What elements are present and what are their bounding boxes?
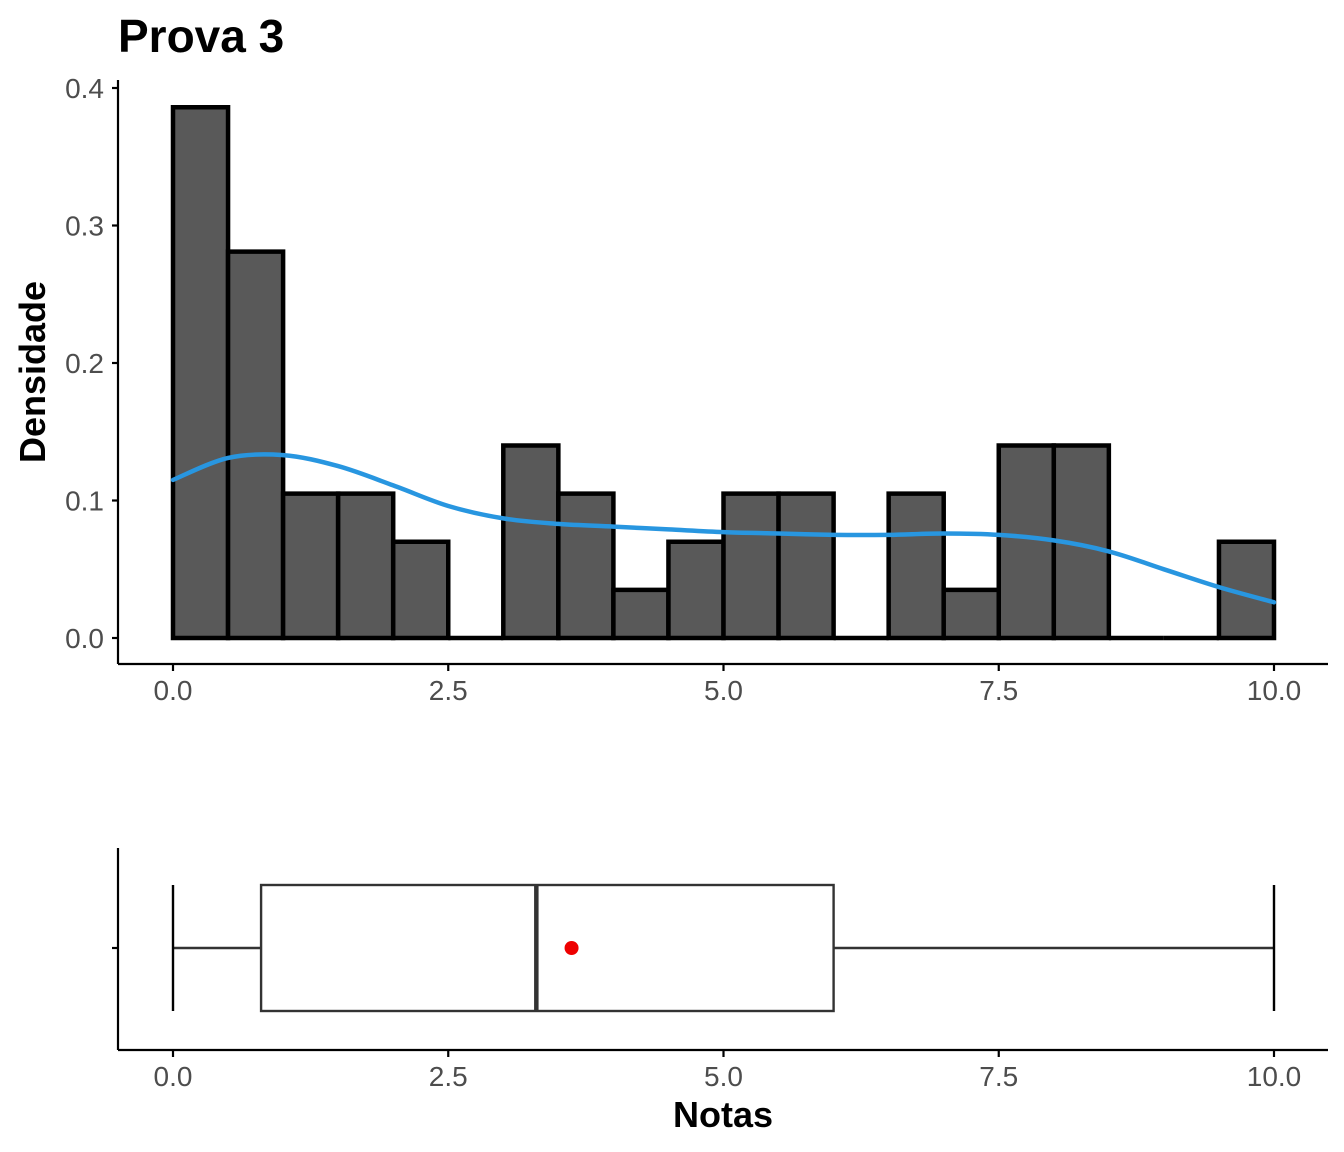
histogram-bar xyxy=(996,443,1057,641)
histogram-panel: 0.0 0.1 0.2 0.3 0.4 0.0 2.5 5.0 7.5 10.0 Densida… xyxy=(12,73,1328,706)
box-x-tick-label: 5.0 xyxy=(704,1061,743,1092)
hist-x-ticks: 0.0 2.5 5.0 7.5 10.0 xyxy=(154,664,1302,706)
density-curve xyxy=(170,452,1277,605)
box-x-tick-label: 10.0 xyxy=(1247,1061,1302,1092)
histogram-bar xyxy=(721,491,781,641)
x-axis-title: Notas xyxy=(673,1094,773,1135)
y-axis-title: Densidade xyxy=(12,281,53,463)
mean-point xyxy=(564,941,579,955)
histogram-bar xyxy=(556,491,616,641)
hist-y-tick-label: 0.4 xyxy=(65,73,104,104)
boxplot-panel: 0.0 2.5 5.0 7.5 10.0 Notas xyxy=(112,848,1328,1135)
histogram-bars xyxy=(170,105,1277,641)
hist-x-tick-label: 2.5 xyxy=(429,675,468,706)
histogram-bar xyxy=(390,539,451,641)
hist-x-tick-label: 0.0 xyxy=(154,675,193,706)
box-x-ticks: 0.0 2.5 5.0 7.5 10.0 xyxy=(154,1050,1302,1092)
histogram-bar xyxy=(886,491,946,641)
box-x-tick-label: 2.5 xyxy=(429,1061,468,1092)
hist-x-tick-label: 7.5 xyxy=(979,675,1018,706)
iqr-box xyxy=(259,883,835,1013)
histogram-bar xyxy=(280,491,341,641)
hist-y-tick-label: 0.1 xyxy=(65,486,104,517)
hist-y-tick-label: 0.2 xyxy=(65,348,104,379)
histogram-bar xyxy=(501,443,561,641)
hist-y-tick-label: 0.0 xyxy=(65,623,104,654)
hist-y-ticks: 0.0 0.1 0.2 0.3 0.4 xyxy=(65,73,118,654)
box-x-tick-label: 0.0 xyxy=(154,1061,193,1092)
histogram-bar xyxy=(666,539,726,641)
chart-title: Prova 3 xyxy=(118,10,284,62)
hist-x-tick-label: 5.0 xyxy=(704,675,743,706)
histogram-bar xyxy=(941,587,1002,641)
histogram-bar xyxy=(611,587,671,641)
hist-x-tick-label: 10.0 xyxy=(1247,675,1302,706)
histogram-bar xyxy=(776,491,836,641)
boxplot-marks xyxy=(171,883,1276,1013)
box-x-tick-label: 7.5 xyxy=(979,1061,1018,1092)
histogram-bar xyxy=(225,249,286,641)
histogram-bar xyxy=(170,105,231,641)
hist-y-tick-label: 0.3 xyxy=(65,211,104,242)
histogram-bar xyxy=(335,491,396,641)
